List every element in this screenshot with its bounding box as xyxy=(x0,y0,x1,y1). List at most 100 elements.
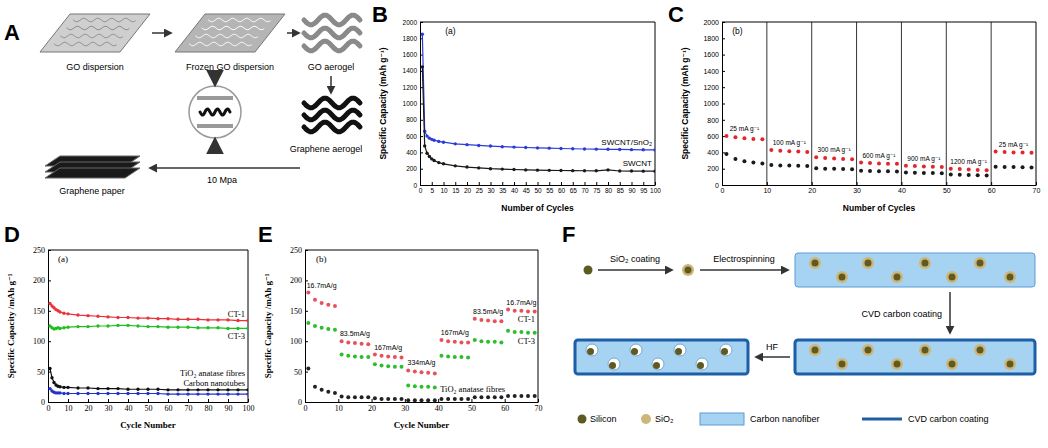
data-point xyxy=(922,164,926,168)
tick: 0 xyxy=(715,182,725,189)
data-point xyxy=(166,317,169,320)
data-point xyxy=(176,392,179,395)
tick: 1200 xyxy=(703,84,725,91)
data-point xyxy=(136,316,139,319)
data-point xyxy=(366,342,370,346)
data-point xyxy=(724,134,728,138)
tick-label: 85 xyxy=(617,187,625,194)
data-point xyxy=(156,317,159,320)
y-axis: 0200400600800100012001400160018002000 xyxy=(703,19,725,189)
tick: 50 xyxy=(943,182,951,194)
data-point xyxy=(473,395,477,399)
panel-letter: D xyxy=(4,222,20,247)
tick-label: 150 xyxy=(33,307,45,316)
data-point xyxy=(1030,165,1034,169)
data-point xyxy=(477,144,480,147)
plot-frame xyxy=(722,22,1036,185)
data-point xyxy=(346,340,350,344)
void xyxy=(696,358,708,370)
silicon-core xyxy=(865,260,872,267)
tick: 20 xyxy=(808,182,816,194)
data-point xyxy=(439,338,443,342)
silicon-core xyxy=(949,274,956,281)
data-point xyxy=(413,384,417,388)
tick: 50 xyxy=(468,399,476,413)
tick-mark xyxy=(573,182,574,185)
tick: 200 xyxy=(406,165,423,172)
data-point xyxy=(536,146,539,149)
tick-label: 20 xyxy=(808,187,816,194)
tick-label: 45 xyxy=(523,187,531,194)
data-point xyxy=(499,340,503,344)
data-point xyxy=(465,165,468,168)
void xyxy=(586,344,598,356)
sio2-shell xyxy=(682,264,694,276)
data-point xyxy=(206,326,209,329)
tick-label: 1000 xyxy=(703,100,719,107)
data-point xyxy=(340,353,344,357)
data-point xyxy=(733,157,737,161)
silicon-particle xyxy=(584,266,593,275)
void xyxy=(652,358,664,370)
segment-divider xyxy=(856,22,857,185)
data-point xyxy=(126,392,129,395)
graphene-aerogel-ribbon xyxy=(304,122,360,132)
tick-label: 1000 xyxy=(403,100,418,107)
tick-label: 60 xyxy=(165,404,173,413)
tick-mark xyxy=(722,87,725,88)
data-point xyxy=(454,142,457,145)
sheet-texture xyxy=(202,26,264,29)
data-point xyxy=(895,169,899,173)
sheet-texture xyxy=(54,42,116,45)
tick-label: 10 xyxy=(335,404,343,413)
data-point xyxy=(386,397,390,401)
tick: 600 xyxy=(406,133,423,140)
rate-label: 83.5mA/g xyxy=(473,308,503,316)
tick-label: 2000 xyxy=(403,19,418,26)
tick: 70 xyxy=(1033,182,1041,194)
y-axis: 0200400600800100012001400160018002000 xyxy=(403,19,423,189)
data-point xyxy=(400,356,404,360)
tick: 30 xyxy=(401,399,409,413)
data-point xyxy=(425,152,428,155)
tick: 50 xyxy=(145,399,153,413)
tick: 200 xyxy=(290,276,308,285)
panel-letter: C xyxy=(668,2,684,27)
data-point xyxy=(519,330,523,334)
silicon-core xyxy=(839,274,846,281)
data-point xyxy=(313,324,317,328)
tick-mark xyxy=(722,22,725,23)
sio2-shell xyxy=(862,257,874,269)
data-point xyxy=(76,325,79,328)
data-point xyxy=(1003,165,1007,169)
data-point xyxy=(859,169,863,173)
data-point xyxy=(373,353,377,357)
y-axis-title: Specific Capacity /mAh g⁻¹ xyxy=(6,273,16,378)
tick-label: 60 xyxy=(558,187,566,194)
diagram-f: SiO₂ coatingElectrospinningCVD carbon co… xyxy=(575,253,1035,425)
tick-mark xyxy=(338,399,339,402)
tick-mark xyxy=(372,399,373,402)
data-point xyxy=(426,398,430,402)
tick-mark xyxy=(48,311,51,312)
tick-label: 0 xyxy=(419,187,423,194)
data-point xyxy=(420,370,424,374)
tick-label: 90 xyxy=(628,187,636,194)
x-axis-title: Cycle Number xyxy=(394,420,450,430)
series-label: CT-1 xyxy=(518,314,535,324)
data-point xyxy=(196,392,199,395)
data-point xyxy=(346,395,350,399)
data-point xyxy=(653,148,655,151)
data-point xyxy=(226,327,229,330)
data-point xyxy=(486,340,490,344)
x-axis: 0102030405060708090100 xyxy=(47,399,255,413)
tick-mark xyxy=(505,399,506,402)
data-point xyxy=(393,365,397,369)
step-label: Frozen GO dispersion xyxy=(186,62,274,72)
tick-mark xyxy=(722,38,725,39)
data-point xyxy=(226,392,229,395)
data-point xyxy=(428,155,431,158)
tick-mark xyxy=(526,182,527,185)
tick-label: 50 xyxy=(37,368,45,377)
data-point xyxy=(760,137,764,141)
